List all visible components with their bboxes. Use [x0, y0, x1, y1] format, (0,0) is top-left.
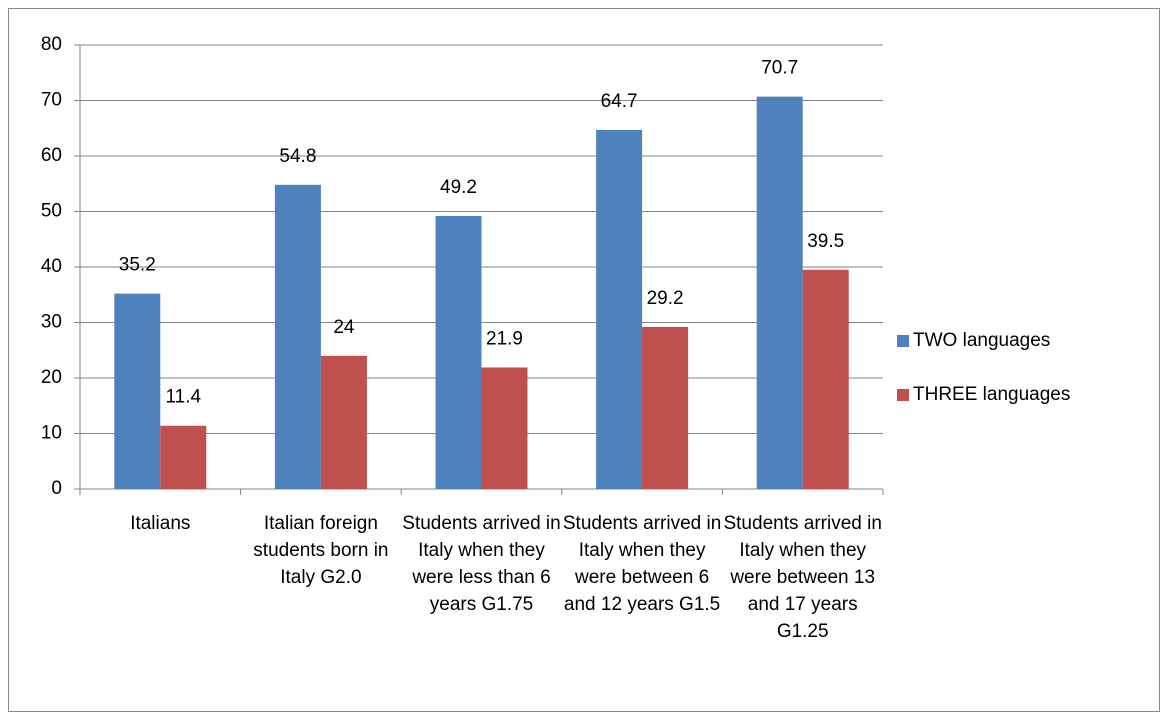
x-tick-label-line: Italy G2.0 — [280, 567, 361, 588]
y-tick-label: 70 — [41, 90, 62, 111]
data-label: 39.5 — [807, 231, 844, 252]
legend-swatch — [897, 389, 909, 401]
x-tick-label: Students arrived in Italy when they were b… — [723, 513, 881, 642]
x-tick-label: Italians — [130, 513, 190, 534]
y-tick-label: 10 — [41, 423, 62, 444]
x-tick-label: Students arrived in Italy when they were b… — [563, 513, 721, 615]
bar — [802, 269, 849, 489]
legend-swatch — [897, 335, 909, 347]
x-tick-label-line: Students arrived in — [563, 513, 721, 534]
bar — [320, 355, 367, 489]
x-tick-label-line: were between 13 — [729, 567, 875, 588]
data-label: 21.9 — [486, 328, 523, 349]
y-tick-label: 20 — [41, 367, 62, 388]
legend-label: THREE languages — [913, 384, 1070, 405]
data-label: 24 — [333, 317, 355, 338]
x-tick-label-line: Italy when they — [579, 540, 706, 561]
bar — [274, 184, 321, 490]
y-tick-label: 30 — [41, 312, 62, 333]
bar — [756, 96, 803, 490]
bar — [596, 129, 643, 490]
x-tick-label-line: were between 6 — [574, 567, 709, 588]
bar — [642, 326, 689, 489]
x-tick-label-line: Students arrived in — [402, 513, 560, 534]
x-tick-label-line: Italian foreign — [264, 513, 378, 534]
data-label: 11.4 — [166, 387, 202, 408]
x-tick-label: Students arrived in Italy when they were l… — [402, 513, 560, 615]
y-tick-label: 50 — [41, 201, 62, 222]
bar — [114, 293, 161, 489]
x-tick-label-line: students born in — [253, 540, 388, 561]
x-tick-label-line: Italy when they — [739, 540, 866, 561]
data-label: 49.2 — [440, 177, 477, 198]
y-tick-label: 0 — [51, 478, 62, 499]
x-tick-label: Italian foreign students born in Italy G2.… — [253, 513, 388, 588]
data-label: 54.8 — [279, 146, 316, 167]
data-label: 35.2 — [119, 255, 156, 276]
data-label: 29.2 — [647, 288, 684, 309]
data-label: 70.7 — [761, 58, 798, 79]
bar — [435, 215, 482, 489]
data-label: 64.7 — [601, 91, 638, 112]
x-tick-label-line: years G1.75 — [430, 594, 534, 615]
y-tick-label: 60 — [41, 145, 62, 166]
x-tick-label-line: Italians — [130, 513, 190, 534]
bar — [481, 367, 528, 489]
bar — [160, 425, 207, 489]
x-tick-label-line: were less than 6 — [411, 567, 550, 588]
legend-label: TWO languages — [913, 330, 1050, 351]
x-tick-label-line: and 17 years — [748, 594, 858, 615]
y-tick-label: 80 — [41, 34, 62, 55]
chart-border — [8, 8, 1160, 712]
y-tick-label: 40 — [41, 256, 62, 277]
x-tick-label-line: and 12 years G1.5 — [564, 594, 720, 615]
x-tick-label-line: Italy when they — [418, 540, 545, 561]
x-tick-label-line: G1.25 — [777, 621, 829, 642]
x-tick-label-line: Students arrived in — [723, 513, 881, 534]
